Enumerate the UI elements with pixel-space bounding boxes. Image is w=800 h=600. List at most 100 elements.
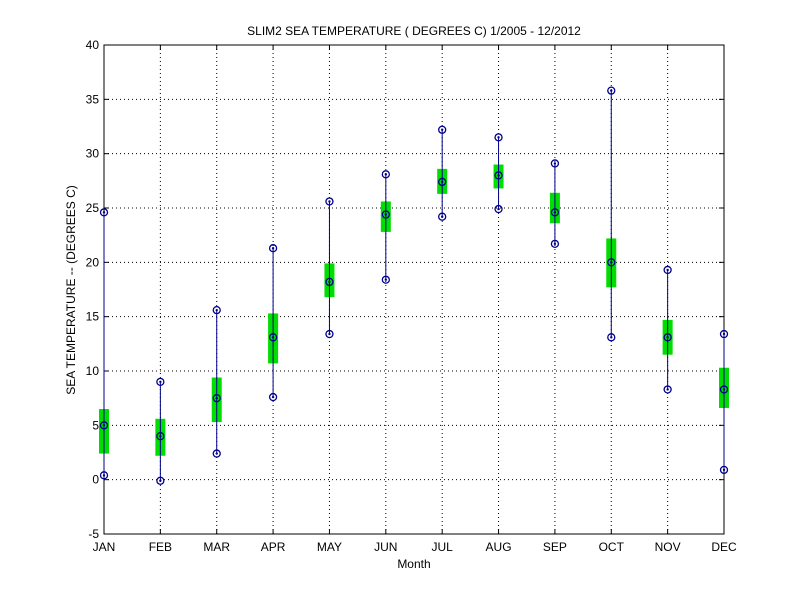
x-tick-label: AUG xyxy=(486,540,512,554)
median-marker xyxy=(494,171,503,180)
max-marker xyxy=(550,159,560,168)
grid-lines xyxy=(103,44,725,535)
median-marker xyxy=(663,333,672,342)
max-marker xyxy=(212,305,221,315)
y-tick-label: 0 xyxy=(92,473,99,487)
y-tick-label: 35 xyxy=(86,92,100,106)
x-tick-label: APR xyxy=(261,540,286,554)
median-marker xyxy=(550,208,560,217)
median-marker xyxy=(607,258,616,267)
min-marker xyxy=(438,212,447,221)
box-marks xyxy=(99,86,729,485)
y-axis-label: SEA TEMPERATURE -- (DEGREES C) xyxy=(64,185,78,395)
min-marker xyxy=(663,385,672,394)
x-tick-label: JAN xyxy=(93,540,116,554)
median-marker-dot xyxy=(271,336,275,339)
y-tick-label: 15 xyxy=(86,310,100,324)
max-marker xyxy=(438,125,447,134)
min-marker-dot xyxy=(440,215,444,218)
max-marker-dot xyxy=(440,128,444,131)
tick-labels: -5 0 5 10 15 20 25 30 35 40 JAN FEB MAR APR MAY JUN JUL A… xyxy=(86,38,737,554)
y-tick-label: 20 xyxy=(86,255,100,269)
median-marker-dot xyxy=(215,396,218,400)
min-marker-dot xyxy=(102,474,106,477)
median-marker xyxy=(325,277,334,287)
median-marker-dot xyxy=(102,424,106,427)
max-marker-dot xyxy=(666,268,669,272)
min-marker-dot xyxy=(384,278,388,281)
median-marker xyxy=(99,421,109,430)
median-marker xyxy=(719,385,729,394)
max-marker-dot xyxy=(610,89,613,92)
max-marker xyxy=(156,377,165,387)
median-marker-dot xyxy=(328,280,331,284)
y-tick-label: 10 xyxy=(86,364,100,378)
min-marker xyxy=(156,476,165,485)
min-marker xyxy=(325,329,334,339)
min-marker xyxy=(719,465,729,475)
min-marker xyxy=(607,333,616,342)
chart-title: SLIM2 SEA TEMPERATURE ( DEGREES C) 1/200… xyxy=(247,24,581,38)
x-axis-label: Month xyxy=(397,557,430,571)
max-marker xyxy=(494,133,503,142)
max-marker xyxy=(268,244,278,253)
min-marker-dot xyxy=(271,395,275,399)
median-marker-dot xyxy=(384,213,388,216)
median-marker-dot xyxy=(159,435,162,438)
min-marker-dot xyxy=(215,452,218,455)
y-tick-label: 30 xyxy=(86,147,100,161)
median-marker-dot xyxy=(497,174,500,177)
median-marker xyxy=(268,333,278,342)
min-marker-dot xyxy=(553,242,557,246)
min-marker-dot xyxy=(159,479,162,482)
median-marker-dot xyxy=(610,261,613,264)
median-marker-dot xyxy=(666,336,669,339)
x-tick-label: DEC xyxy=(711,540,737,554)
median-marker-dot xyxy=(553,211,557,214)
x-tick-label: SEP xyxy=(543,540,567,554)
max-marker-dot xyxy=(159,380,162,384)
max-marker-dot xyxy=(384,173,388,176)
max-marker xyxy=(325,197,334,206)
max-marker xyxy=(607,86,616,95)
min-marker-dot xyxy=(610,336,613,339)
min-marker xyxy=(381,275,390,284)
x-tick-label: MAY xyxy=(317,540,342,554)
max-marker xyxy=(381,170,390,179)
median-marker xyxy=(156,432,165,441)
max-marker xyxy=(99,208,109,217)
min-marker-dot xyxy=(722,468,726,472)
median-marker-dot xyxy=(440,180,444,184)
median-marker xyxy=(381,210,390,219)
max-marker-dot xyxy=(271,247,275,250)
median-marker xyxy=(212,394,221,403)
plot-frame xyxy=(103,44,725,535)
axes xyxy=(103,44,725,535)
median-marker-dot xyxy=(722,388,726,391)
x-tick-label: FEB xyxy=(149,540,172,554)
min-marker xyxy=(99,471,109,480)
min-marker xyxy=(494,204,503,214)
max-marker xyxy=(663,265,672,275)
min-marker xyxy=(268,392,278,402)
x-tick-label: NOV xyxy=(655,540,681,554)
max-marker-dot xyxy=(497,136,500,139)
max-marker xyxy=(719,329,729,339)
max-marker-dot xyxy=(102,211,106,214)
x-tick-label: JUL xyxy=(432,540,454,554)
max-marker-dot xyxy=(328,200,331,203)
max-marker-dot xyxy=(215,308,218,312)
min-marker xyxy=(212,449,221,458)
min-marker-dot xyxy=(666,388,669,391)
median-marker xyxy=(438,177,447,187)
y-tick-label: -5 xyxy=(88,527,99,541)
x-tick-label: JUN xyxy=(374,540,397,554)
y-tick-label: 40 xyxy=(86,38,100,52)
max-marker-dot xyxy=(722,332,726,336)
min-marker-dot xyxy=(328,332,331,336)
min-marker-dot xyxy=(497,207,500,211)
max-marker-dot xyxy=(553,162,557,165)
min-marker xyxy=(550,239,560,249)
y-tick-label: 5 xyxy=(92,418,99,432)
